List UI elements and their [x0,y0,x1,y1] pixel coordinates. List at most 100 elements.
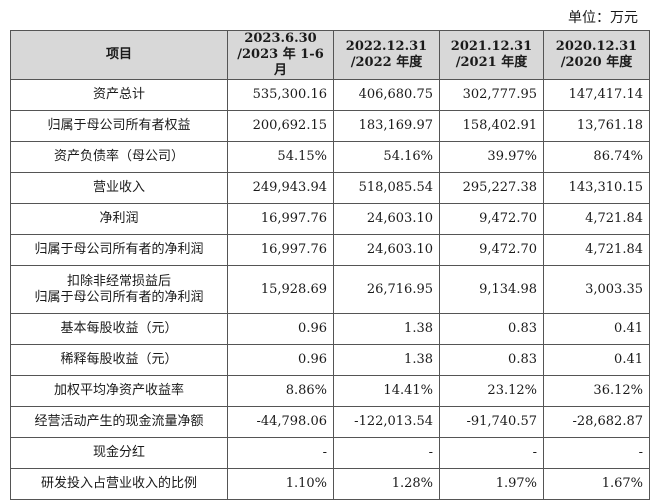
header-period-range: /2021 年度 [455,55,528,70]
row-label: 扣除非经常损益后 归属于母公司所有者的净利润 [10,265,228,314]
value-cell: 23.12% [439,375,544,407]
header-period-date: 2020.12.31 [555,39,638,54]
value-cell: 14.41% [333,375,440,407]
header-period: 2022.12.31 /2022 年度 [333,30,440,80]
row-label-line: 现金分红 [92,445,145,460]
table-row: 现金分红 - - - - [10,437,650,469]
value-cell: 406,680.75 [333,79,440,111]
header-period: 2023.6.30 /2023 年 1-6 月 [227,30,334,80]
table-row: 净利润 16,997.76 24,603.10 9,472.70 4,721.84 [10,203,650,235]
table-row: 资产总计 535,300.16 406,680.75 302,777.95 147,41… [10,79,650,111]
value-cell: 249,943.94 [227,172,334,204]
table-row: 归属于母公司所有者的净利润 16,997.76 24,603.10 9,472.70 4… [10,234,650,266]
row-label: 净利润 [10,203,228,235]
table-row: 营业收入 249,943.94 518,085.54 295,227.38 143,31… [10,172,650,204]
row-label-line: 基本每股收益（元） [60,321,178,336]
row-label-line: 资产总计 [92,87,145,102]
table-row: 扣除非经常损益后 归属于母公司所有者的净利润 15,928.69 26,716.95 9… [10,265,650,314]
value-cell: - [333,437,440,469]
value-cell: 54.15% [227,141,334,173]
row-label-line: 营业收入 [92,180,145,195]
value-cell: 0.83 [439,344,544,376]
value-cell: 16,997.76 [227,234,334,266]
value-cell: 0.41 [543,313,650,345]
value-cell: 183,169.97 [333,110,440,142]
row-label: 加权平均净资产收益率 [10,375,228,407]
value-cell: 518,085.54 [333,172,440,204]
row-label-line: 加权平均净资产收益率 [53,383,184,398]
value-cell: 302,777.95 [439,79,544,111]
value-cell: 1.10% [227,468,334,500]
header-period-range: /2022 年度 [350,55,423,70]
table-row: 稀释每股收益（元） 0.96 1.38 0.83 0.41 [10,344,650,376]
table-row: 加权平均净资产收益率 8.86% 14.41% 23.12% 36.12% [10,375,650,407]
value-cell: 9,472.70 [439,203,544,235]
table-body: 资产总计 535,300.16 406,680.75 302,777.95 147,41… [10,79,650,500]
row-label: 归属于母公司所有者的净利润 [10,234,228,266]
header-period-date: 2023.6.30 [244,31,317,46]
value-cell: 200,692.15 [227,110,334,142]
value-cell: 26,716.95 [333,265,440,314]
value-cell: 9,472.70 [439,234,544,266]
value-cell: - [439,437,544,469]
value-cell: 24,603.10 [333,203,440,235]
value-cell: 295,227.38 [439,172,544,204]
table-row: 经营活动产生的现金流量净额 -44,798.06 -122,013.54 -91,74… [10,406,650,438]
table-row: 资产负债率（母公司） 54.15% 54.16% 39.97% 86.74% [10,141,650,173]
header-period: 2021.12.31 /2021 年度 [439,30,544,80]
value-cell: 535,300.16 [227,79,334,111]
row-label-line: 归属于母公司所有者的净利润 [34,289,204,305]
row-label-line: 经营活动产生的现金流量净额 [34,414,204,429]
value-cell: 0.41 [543,344,650,376]
value-cell: 3,003.35 [543,265,650,314]
header-period: 2020.12.31 /2020 年度 [543,30,650,80]
row-label: 营业收入 [10,172,228,204]
value-cell: 4,721.84 [543,203,650,235]
value-cell: -122,013.54 [333,406,440,438]
financial-table: 项目 2023.6.30 /2023 年 1-6 月 2022.12.31 /2… [10,30,650,500]
value-cell: 0.83 [439,313,544,345]
value-cell: 13,761.18 [543,110,650,142]
value-cell: - [543,437,650,469]
header-period-date: 2021.12.31 [450,39,533,54]
header-period-range: /2020 年度 [560,55,633,70]
row-label: 经营活动产生的现金流量净额 [10,406,228,438]
value-cell: 9,134.98 [439,265,544,314]
row-label-line: 研发投入占营业收入的比例 [40,476,197,491]
value-cell: 1.97% [439,468,544,500]
row-label: 研发投入占营业收入的比例 [10,468,228,500]
row-label-line: 资产负债率（母公司） [53,149,184,164]
value-cell: -91,740.57 [439,406,544,438]
header-period-date: 2022.12.31 [345,39,428,54]
value-cell: 8.86% [227,375,334,407]
table-row: 基本每股收益（元） 0.96 1.38 0.83 0.41 [10,313,650,345]
row-label-line: 稀释每股收益（元） [60,352,178,367]
value-cell: 86.74% [543,141,650,173]
value-cell: -28,682.87 [543,406,650,438]
unit-label: 单位：万元 [568,10,638,26]
header-period-range: /2023 年 1-6 月 [237,47,324,78]
table-header: 项目 2023.6.30 /2023 年 1-6 月 2022.12.31 /2… [10,30,650,80]
value-cell: 1.38 [333,313,440,345]
value-cell: 147,417.14 [543,79,650,111]
row-label-line: 扣除非经常损益后 [66,273,171,289]
value-cell: 36.12% [543,375,650,407]
row-label: 资产负债率（母公司） [10,141,228,173]
table-row: 归属于母公司所有者权益 200,692.15 183,169.97 158,402.9… [10,110,650,142]
value-cell: 16,997.76 [227,203,334,235]
value-cell: 143,310.15 [543,172,650,204]
value-cell: -44,798.06 [227,406,334,438]
row-label: 资产总计 [10,79,228,111]
value-cell: 54.16% [333,141,440,173]
header-item: 项目 [10,30,228,80]
row-label: 现金分红 [10,437,228,469]
value-cell: 1.28% [333,468,440,500]
value-cell: 4,721.84 [543,234,650,266]
value-cell: 1.38 [333,344,440,376]
value-cell: 15,928.69 [227,265,334,314]
row-label: 归属于母公司所有者权益 [10,110,228,142]
row-label-line: 净利润 [99,211,139,226]
value-cell: 1.67% [543,468,650,500]
row-label: 基本每股收益（元） [10,313,228,345]
row-label: 稀释每股收益（元） [10,344,228,376]
